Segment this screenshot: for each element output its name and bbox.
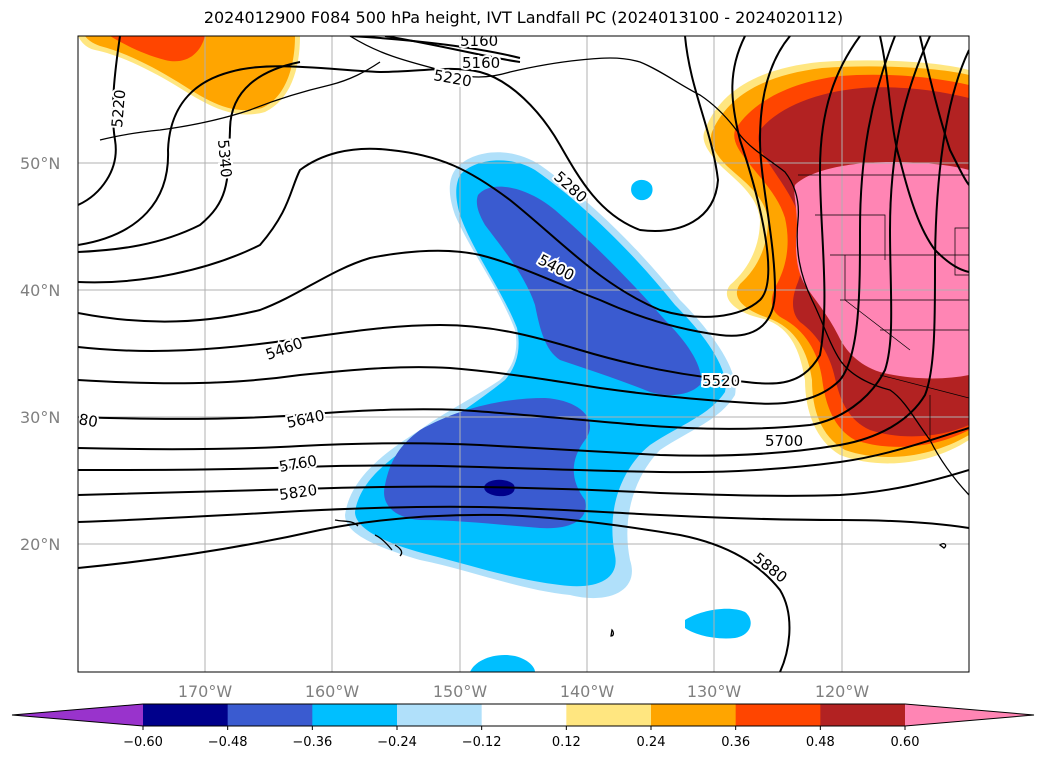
colorbar-bin: [735, 704, 821, 726]
sky-blue-region-islands: [685, 608, 751, 639]
lon-label: 130°W: [687, 682, 742, 701]
contour-label: 80: [77, 410, 99, 431]
colorbar-tick-label: 0.12: [552, 735, 581, 750]
colorbar-bin: [481, 704, 567, 726]
colorbar-tick-label: 0.48: [806, 735, 835, 750]
pink-region-ne: [794, 162, 969, 379]
colorbar-tick-label: 0.24: [637, 735, 666, 750]
colorbar-bin: [397, 704, 483, 726]
colorbar-extend-max: [905, 704, 1034, 726]
longitude-labels: 170°W 160°W 150°W 140°W 130°W 120°W: [178, 682, 870, 701]
royal-blue-region-south: [384, 398, 591, 529]
lon-label: 150°W: [433, 682, 488, 701]
contour-label: 5340: [214, 139, 235, 179]
figure-title: 2024012900 F084 500 hPa height, IVT Land…: [203, 8, 844, 27]
colorbar-bin: [820, 704, 906, 726]
colorbar-tick-label: −0.12: [462, 735, 502, 750]
plot-border: [77, 35, 970, 673]
colorbar-bin: [143, 704, 229, 726]
colorbar-tick-label: −0.24: [377, 735, 417, 750]
colorbar-bin: [566, 704, 652, 726]
contour-label: 5520: [702, 372, 740, 390]
contour-label: 5160: [460, 32, 498, 50]
colorbar-tick-label: −0.60: [123, 735, 163, 750]
colorbar: −0.60 −0.48 −0.36 −0.24 −0.12 0.12 0.24 0.36 0.4…: [11, 703, 1035, 750]
lat-label: 40°N: [20, 281, 60, 300]
contour-label: 5700: [765, 432, 803, 450]
colorbar-bin: [651, 704, 737, 726]
lon-label: 160°W: [305, 682, 360, 701]
colorbar-tick-label: 0.60: [891, 735, 920, 750]
lon-label: 120°W: [815, 682, 870, 701]
lon-label: 170°W: [178, 682, 233, 701]
colorbar-extend-min: [12, 704, 143, 726]
lat-label: 50°N: [20, 154, 60, 173]
height-contours: [78, 36, 969, 672]
colorbar-tick-label: −0.36: [292, 735, 332, 750]
latitude-labels: 50°N 40°N 30°N 20°N: [20, 154, 60, 554]
lat-label: 20°N: [20, 535, 60, 554]
lat-label: 30°N: [20, 408, 60, 427]
colorbar-tick-label: −0.48: [208, 735, 248, 750]
sky-blue-region-bottom: [470, 654, 535, 672]
redorange-region-nw: [110, 36, 205, 62]
colorbar-tick-label: 0.36: [721, 735, 750, 750]
lon-label: 140°W: [560, 682, 615, 701]
royal-blue-region-north: [476, 186, 701, 396]
colorbar-bin: [312, 704, 398, 726]
colorbar-bin: [227, 704, 313, 726]
sky-blue-small: [631, 179, 653, 201]
contour-label: 5220: [108, 89, 129, 129]
contour-label: 5160: [462, 54, 500, 72]
